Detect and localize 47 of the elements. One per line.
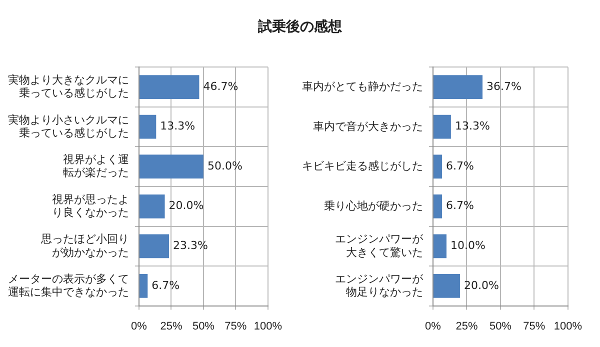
y-tick-label: エンジンパワーが物足りなかった bbox=[335, 273, 424, 299]
y-tick-label: キビキビ走る感じがした bbox=[302, 160, 423, 173]
bar bbox=[434, 274, 460, 298]
x-tick-label: 100% bbox=[554, 320, 582, 332]
bar bbox=[434, 75, 483, 100]
y-tick-label: 実物より小さいクルマに乗っている感じがした bbox=[8, 113, 129, 140]
text: 試乗後の感想 bbox=[256, 18, 343, 36]
data-label: 20.0% bbox=[168, 199, 204, 212]
data-label: 46.7% bbox=[203, 80, 238, 93]
y-tick-label: エンジンパワーが大きくて驚いた bbox=[335, 234, 424, 259]
y-tick-label: 乗り心地が硬かった bbox=[324, 199, 423, 212]
bar bbox=[140, 234, 170, 258]
bar bbox=[434, 114, 451, 139]
y-tick-label: 視界がよく運転が楽だった bbox=[63, 153, 129, 180]
x-tick-label: 25% bbox=[456, 320, 478, 332]
data-label: 23.3% bbox=[173, 239, 208, 252]
bar bbox=[140, 274, 148, 298]
bar bbox=[434, 234, 446, 258]
y-tick-label: メーターの表示が多くて運転に集中できなかった bbox=[8, 272, 129, 299]
data-label: 6.7% bbox=[152, 278, 180, 292]
x-tick-label: 75% bbox=[224, 320, 247, 332]
bar bbox=[140, 194, 165, 218]
data-label: 50.0% bbox=[207, 159, 242, 172]
y-tick-label: 実物より大きなクルマに乗っている感じがした bbox=[8, 74, 129, 100]
x-tick-label: 0% bbox=[131, 320, 148, 332]
bar bbox=[434, 194, 442, 218]
bar bbox=[140, 114, 156, 139]
bar bbox=[140, 75, 200, 100]
data-label: 13.3% bbox=[160, 120, 196, 133]
y-tick-label: 車内で音が大きかった bbox=[313, 120, 423, 133]
data-label: 36.7% bbox=[486, 80, 522, 93]
bar bbox=[434, 154, 442, 179]
y-tick-label: 思ったほど小回りが効かなかった bbox=[40, 232, 129, 259]
data-label: 20.0% bbox=[464, 278, 499, 292]
x-tick-label: 50% bbox=[192, 320, 215, 332]
y-tick-label: 車内がとても静かだった bbox=[302, 80, 423, 94]
x-tick-label: 25% bbox=[160, 320, 182, 332]
data-label: 6.7% bbox=[446, 199, 474, 212]
x-tick-label: 100% bbox=[254, 320, 282, 332]
y-tick-label: 視界が思ったより良くなかった bbox=[52, 192, 129, 220]
x-tick-label: 0% bbox=[425, 320, 442, 332]
x-tick-label: 50% bbox=[489, 320, 512, 332]
x-tick-label: 75% bbox=[523, 320, 546, 332]
data-label: 6.7% bbox=[446, 159, 474, 172]
data-label: 13.3% bbox=[454, 120, 490, 133]
bar bbox=[140, 154, 204, 179]
data-label: 10.0% bbox=[450, 239, 486, 252]
